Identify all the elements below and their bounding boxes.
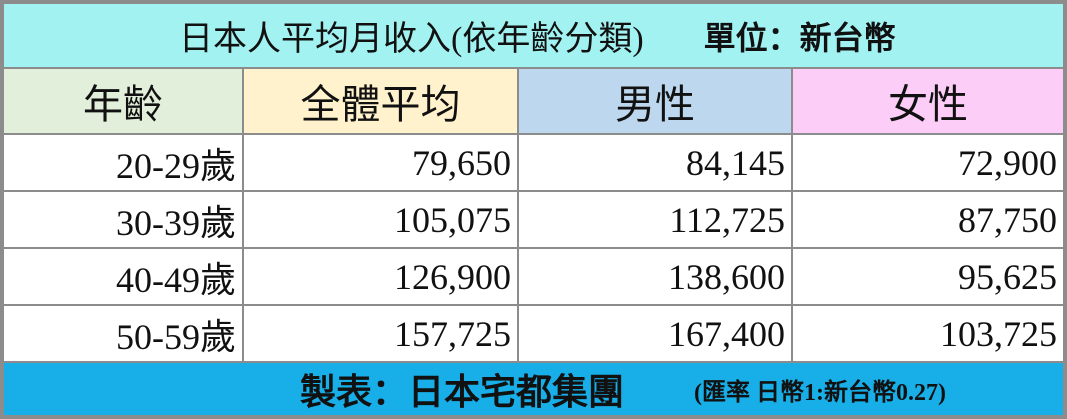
credit: 製表：日本宅都集團 [300, 372, 625, 412]
income-cell: 112,725 [519, 192, 791, 247]
age-cell: 50-59歲 [4, 306, 242, 361]
header-cell: 年齡 [4, 69, 242, 133]
exchange-note: (匯率 日幣1:新台幣0.27) [694, 379, 946, 406]
age-cell: 20-29歲 [4, 135, 242, 190]
header-cell: 全體平均 [244, 69, 517, 133]
income-cell: 157,725 [244, 306, 517, 361]
footer-row: 製表：日本宅都集團 (匯率 日幣1:新台幣0.27) [4, 363, 1063, 415]
age-cell: 30-39歲 [4, 192, 242, 247]
income-cell: 167,400 [519, 306, 791, 361]
unit: 單位：新台幣 [703, 19, 896, 56]
title-row: 日本人平均月收入(依年齡分類) 單位：新台幣 [4, 4, 1063, 67]
income-cell: 126,900 [244, 249, 517, 304]
title: 日本人平均月收入(依年齡分類) [179, 21, 644, 58]
age-cell: 40-49歲 [4, 249, 242, 304]
income-cell: 72,900 [793, 135, 1063, 190]
header-cell: 女性 [793, 69, 1063, 133]
income-cell: 105,075 [244, 192, 517, 247]
header-cell: 男性 [519, 69, 791, 133]
income-cell: 103,725 [793, 306, 1063, 361]
income-cell: 95,625 [793, 249, 1063, 304]
income-cell: 79,650 [244, 135, 517, 190]
income-cell: 87,750 [793, 192, 1063, 247]
income-cell: 138,600 [519, 249, 791, 304]
income-cell: 84,145 [519, 135, 791, 190]
